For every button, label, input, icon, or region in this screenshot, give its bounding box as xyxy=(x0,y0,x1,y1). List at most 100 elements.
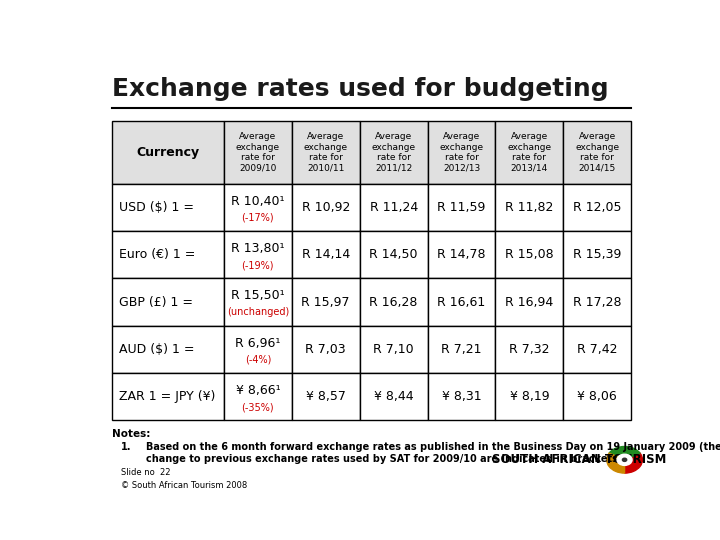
Bar xyxy=(563,326,631,373)
Bar xyxy=(360,326,428,373)
Text: R 17,28: R 17,28 xyxy=(573,295,621,308)
Bar xyxy=(292,184,360,231)
Text: R 10,40¹: R 10,40¹ xyxy=(231,195,284,208)
Text: R 7,10: R 7,10 xyxy=(373,343,414,356)
Bar xyxy=(563,121,631,184)
Text: R 7,42: R 7,42 xyxy=(577,343,618,356)
Bar xyxy=(292,279,360,326)
Text: ¥ 8,19: ¥ 8,19 xyxy=(510,390,549,403)
Text: Currency: Currency xyxy=(137,146,199,159)
Text: R 16,61: R 16,61 xyxy=(437,295,486,308)
Text: R 14,78: R 14,78 xyxy=(437,248,486,261)
Bar xyxy=(563,231,631,279)
Bar xyxy=(563,373,631,420)
Bar xyxy=(495,326,563,373)
Text: R 11,59: R 11,59 xyxy=(437,201,486,214)
Bar xyxy=(112,121,224,184)
Bar xyxy=(224,326,292,373)
Text: ¥ 8,57: ¥ 8,57 xyxy=(306,390,346,403)
Text: © South African Tourism 2008: © South African Tourism 2008 xyxy=(121,481,247,490)
Wedge shape xyxy=(609,447,640,460)
Text: (-4%): (-4%) xyxy=(245,355,271,365)
Text: Average
exchange
rate for
2012/13: Average exchange rate for 2012/13 xyxy=(439,132,484,172)
Circle shape xyxy=(617,454,632,465)
Text: R 7,03: R 7,03 xyxy=(305,343,346,356)
Text: Average
exchange
rate for
2010/11: Average exchange rate for 2010/11 xyxy=(304,132,348,172)
Text: R 15,50¹: R 15,50¹ xyxy=(231,289,284,302)
Bar xyxy=(224,184,292,231)
Bar xyxy=(360,121,428,184)
Bar xyxy=(112,184,224,231)
Text: Euro (€) 1 =: Euro (€) 1 = xyxy=(119,248,195,261)
Bar xyxy=(495,121,563,184)
Text: 1.: 1. xyxy=(121,442,131,452)
Bar xyxy=(495,184,563,231)
Bar xyxy=(428,279,495,326)
Bar xyxy=(428,373,495,420)
Text: ZAR 1 = JPY (¥): ZAR 1 = JPY (¥) xyxy=(119,390,215,403)
Text: ¥ 8,44: ¥ 8,44 xyxy=(374,390,413,403)
Text: Exchange rates used for budgeting: Exchange rates used for budgeting xyxy=(112,77,609,102)
Text: (-17%): (-17%) xyxy=(241,213,274,223)
Bar xyxy=(224,231,292,279)
Text: R 15,39: R 15,39 xyxy=(573,248,621,261)
Circle shape xyxy=(622,458,626,461)
Bar xyxy=(112,326,224,373)
Bar xyxy=(360,373,428,420)
Text: R 11,82: R 11,82 xyxy=(505,201,554,214)
Bar xyxy=(224,373,292,420)
Text: Based on the 6 month forward exchange rates as published in the Business Day on : Based on the 6 month forward exchange ra… xyxy=(145,442,720,463)
Wedge shape xyxy=(607,453,624,473)
Text: AUD ($) 1 =: AUD ($) 1 = xyxy=(119,343,194,356)
Text: GBP (£) 1 =: GBP (£) 1 = xyxy=(119,295,193,308)
Text: R 14,50: R 14,50 xyxy=(369,248,418,261)
Text: USD ($) 1 =: USD ($) 1 = xyxy=(119,201,194,214)
Text: Average
exchange
rate for
2013/14: Average exchange rate for 2013/14 xyxy=(508,132,552,172)
Text: R 6,96¹: R 6,96¹ xyxy=(235,337,281,350)
Text: Average
exchange
rate for
2011/12: Average exchange rate for 2011/12 xyxy=(372,132,415,172)
Text: R 15,08: R 15,08 xyxy=(505,248,554,261)
Text: R 13,80¹: R 13,80¹ xyxy=(231,242,284,255)
Text: R 14,14: R 14,14 xyxy=(302,248,350,261)
Text: ¥ 8,31: ¥ 8,31 xyxy=(441,390,482,403)
Bar xyxy=(428,231,495,279)
Bar xyxy=(360,184,428,231)
Bar xyxy=(428,121,495,184)
Text: Notes:: Notes: xyxy=(112,429,150,438)
Text: R 16,94: R 16,94 xyxy=(505,295,554,308)
Bar xyxy=(428,326,495,373)
Text: R 11,24: R 11,24 xyxy=(369,201,418,214)
Text: Average
exchange
rate for
2009/10: Average exchange rate for 2009/10 xyxy=(235,132,280,172)
Bar xyxy=(495,279,563,326)
Bar xyxy=(360,279,428,326)
Text: SOUTH AFRICAN TOURISM: SOUTH AFRICAN TOURISM xyxy=(492,453,666,467)
Text: ¥ 8,66¹: ¥ 8,66¹ xyxy=(235,384,280,397)
Bar xyxy=(292,373,360,420)
Bar xyxy=(292,231,360,279)
Text: R 16,28: R 16,28 xyxy=(369,295,418,308)
Text: Slide no  22: Slide no 22 xyxy=(121,468,170,477)
Bar xyxy=(112,231,224,279)
Text: R 10,92: R 10,92 xyxy=(302,201,350,214)
Text: R 12,05: R 12,05 xyxy=(573,201,621,214)
Text: R 7,32: R 7,32 xyxy=(509,343,549,356)
Text: R 15,97: R 15,97 xyxy=(302,295,350,308)
Wedge shape xyxy=(624,453,642,473)
Text: Average
exchange
rate for
2014/15: Average exchange rate for 2014/15 xyxy=(575,132,619,172)
Bar xyxy=(292,121,360,184)
Bar xyxy=(563,279,631,326)
Bar xyxy=(495,231,563,279)
Bar xyxy=(495,373,563,420)
Text: (-19%): (-19%) xyxy=(242,260,274,270)
Bar xyxy=(292,326,360,373)
Text: ¥ 8,06: ¥ 8,06 xyxy=(577,390,617,403)
Bar xyxy=(112,373,224,420)
Bar xyxy=(563,184,631,231)
Bar xyxy=(112,279,224,326)
Text: R 7,21: R 7,21 xyxy=(441,343,482,356)
Text: (unchanged): (unchanged) xyxy=(227,307,289,318)
Text: (-35%): (-35%) xyxy=(241,402,274,412)
Bar xyxy=(224,121,292,184)
Bar xyxy=(224,279,292,326)
Bar xyxy=(360,231,428,279)
